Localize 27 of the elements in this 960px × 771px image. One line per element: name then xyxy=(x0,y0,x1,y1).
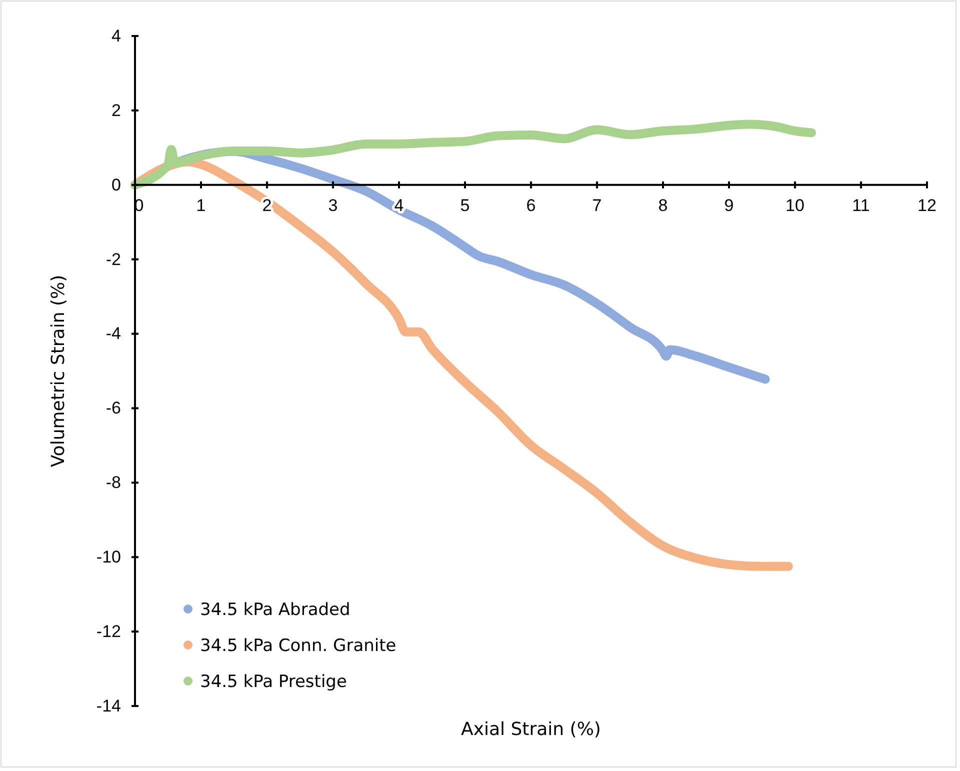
x-tick-label: 7 xyxy=(592,196,602,215)
x-tick-label: 5 xyxy=(460,196,470,215)
y-tick-label: 0 xyxy=(112,175,121,194)
y-tick-label: 4 xyxy=(112,26,121,46)
x-tick-label: 4 xyxy=(394,196,404,215)
y-tick-label: -14 xyxy=(96,696,121,716)
y-axis-title: Volumetric Strain (%) xyxy=(48,274,69,468)
x-tick-label: 3 xyxy=(328,196,338,215)
legend-label: 34.5 kPa Abraded xyxy=(200,600,350,620)
x-tick-label: 10 xyxy=(786,196,804,215)
x-tick-label: 8 xyxy=(658,196,668,215)
y-tick-label: -10 xyxy=(96,548,121,567)
legend-label: 34.5 kPa Conn. Granite xyxy=(200,636,396,656)
x-tick-label: 12 xyxy=(918,196,936,215)
y-tick-label: -6 xyxy=(106,398,121,418)
y-tick-label: 2 xyxy=(112,100,121,120)
y-tick-label: -8 xyxy=(106,473,121,492)
y-tick-label: -12 xyxy=(96,622,121,641)
x-tick-label: 6 xyxy=(526,196,536,215)
x-tick-label: 1 xyxy=(196,196,206,215)
y-tick-label: -4 xyxy=(106,324,121,344)
x-axis-title: Axial Strain (%) xyxy=(461,719,601,740)
x-tick-label: 2 xyxy=(262,196,272,215)
legend-label: 34.5 kPa Prestige xyxy=(200,672,347,692)
x-tick-label: 9 xyxy=(724,196,734,215)
y-tick-label: -2 xyxy=(106,250,121,269)
x-tick-label: 11 xyxy=(852,196,870,215)
